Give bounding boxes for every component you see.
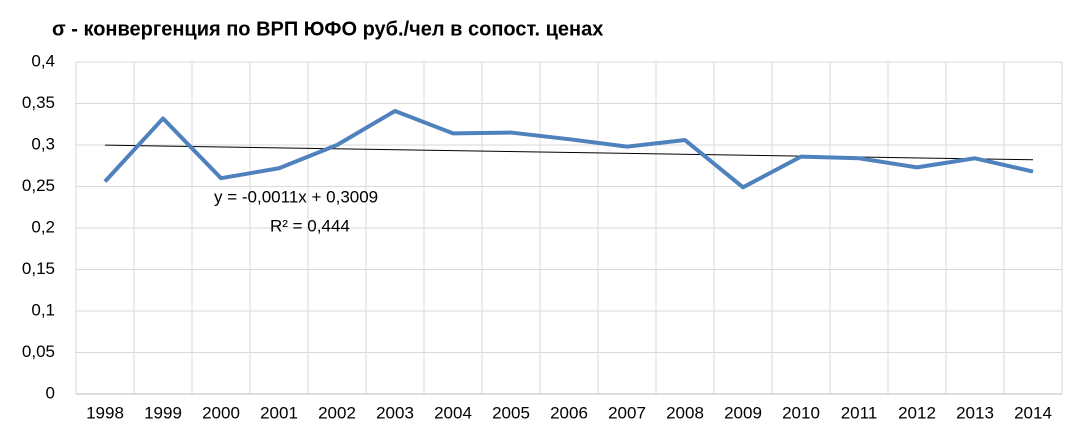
trendline-equation: y = -0,0011x + 0,3009 <box>214 187 378 206</box>
y-tick-label: 0,3 <box>31 134 55 153</box>
x-tick-label: 2013 <box>956 403 994 422</box>
x-tick-label: 2003 <box>376 403 414 422</box>
x-tick-label: 2011 <box>841 403 878 422</box>
y-tick-label: 0 <box>46 383 55 402</box>
x-tick-label: 2012 <box>898 403 936 422</box>
x-tick-label: 2005 <box>492 403 530 422</box>
x-tick-label: 2004 <box>434 403 472 422</box>
y-tick-label: 0,35 <box>22 93 55 112</box>
x-tick-label: 1999 <box>144 403 182 422</box>
x-tick-label: 2010 <box>782 403 820 422</box>
data-line <box>103 108 1034 190</box>
x-tick-label: 2006 <box>550 403 588 422</box>
x-tick-label: 2007 <box>608 403 646 422</box>
x-tick-label: 2001 <box>260 403 298 422</box>
trendline <box>104 144 1034 161</box>
x-tick-label: 2000 <box>202 403 240 422</box>
y-tick-label: 0,4 <box>31 51 55 70</box>
x-tick-label: 2008 <box>666 403 704 422</box>
y-tick-label: 0,05 <box>22 342 55 361</box>
y-tick-label: 0,15 <box>22 259 55 278</box>
x-tick-label: 2009 <box>724 403 762 422</box>
chart-title: σ - конвергенция по ВРП ЮФО руб./чел в с… <box>52 18 603 40</box>
y-tick-label: 0,1 <box>31 300 55 319</box>
y-tick-label: 0,2 <box>31 217 55 236</box>
x-tick-label: 1998 <box>86 403 124 422</box>
y-tick-label: 0,25 <box>22 176 55 195</box>
x-tick-label: 2002 <box>318 403 356 422</box>
x-tick-label: 2014 <box>1014 403 1052 422</box>
trendline-r2: R² = 0,444 <box>270 216 350 235</box>
